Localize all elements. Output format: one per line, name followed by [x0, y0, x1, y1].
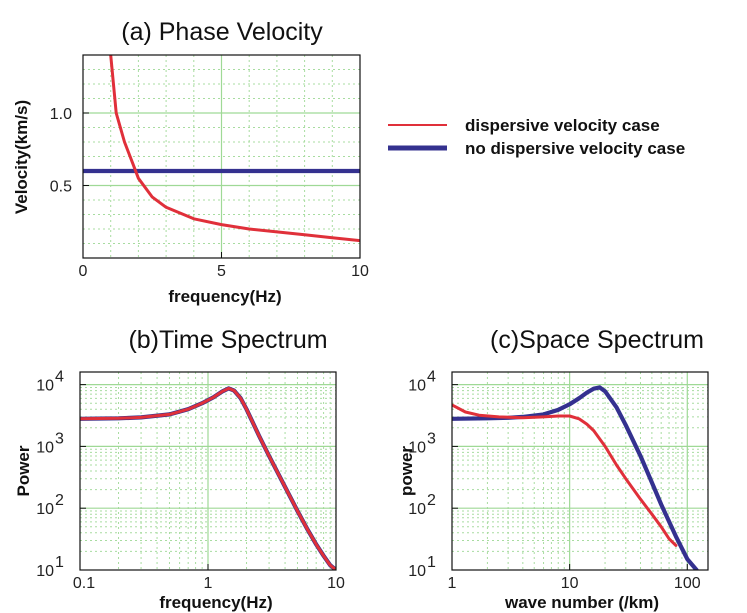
x-tick-label: 1	[204, 575, 213, 592]
y-axis-label: power	[397, 446, 416, 496]
y-tick-label-base: 10	[36, 378, 54, 395]
series-group	[452, 385, 699, 570]
series-line-dispersive	[452, 403, 678, 547]
series-line-dispersive	[80, 386, 336, 570]
y-axis-label: Velocity(km/s)	[12, 100, 31, 214]
y-tick-label-base: 10	[36, 501, 54, 518]
series-line-dispersive	[109, 55, 360, 243]
x-tick-label: 10	[351, 263, 369, 280]
series-group	[83, 55, 360, 243]
y-tick-label-base: 10	[36, 439, 54, 456]
y-tick-label-base: 10	[36, 563, 54, 580]
x-tick-label: 0	[79, 263, 88, 280]
y-tick-label-base: 10	[408, 501, 426, 518]
y-tick-label-exponent: 1	[55, 554, 64, 571]
y-tick-label-base: 10	[408, 378, 426, 395]
chart-title: (b)Time Spectrum	[128, 326, 327, 354]
series-group	[80, 386, 336, 570]
x-tick-label: 10	[561, 575, 579, 592]
x-tick-label: 0.1	[73, 575, 95, 592]
y-tick-label-exponent: 1	[427, 554, 436, 571]
y-tick-label-exponent: 2	[427, 492, 436, 509]
legend-label: dispersive velocity case	[465, 116, 660, 135]
legend-label: no dispersive velocity case	[465, 139, 685, 158]
x-axis-label: frequency(Hz)	[159, 593, 272, 612]
y-tick-label-base: 10	[408, 563, 426, 580]
plot-frame	[451, 371, 709, 571]
y-tick-label-exponent: 2	[55, 492, 64, 509]
y-tick-label-base: 10	[408, 439, 426, 456]
chart-title: (a) Phase Velocity	[121, 18, 323, 46]
y-tick-label-exponent: 4	[55, 369, 64, 386]
chart-title: (c)Space Spectrum	[490, 326, 704, 354]
y-tick-label: 0.5	[50, 179, 72, 196]
x-axis-label: frequency(Hz)	[168, 287, 281, 306]
y-axis-label: Power	[14, 445, 33, 496]
x-tick-label: 1	[448, 575, 457, 592]
legend: dispersive velocity case no dispersive ve…	[388, 116, 685, 158]
y-tick-label-exponent: 3	[55, 430, 64, 447]
y-tick-label-exponent: 3	[427, 430, 436, 447]
chart-panel-a: 0 5 10 0.5 1.0 (a) Phase Velocity frequency(Hz…	[12, 18, 369, 306]
y-tick-label: 1.0	[50, 106, 72, 123]
x-tick-label: 10	[327, 575, 345, 592]
x-axis-label: wave number (/km)	[504, 593, 659, 612]
y-tick-label-exponent: 4	[427, 369, 436, 386]
x-tick-label: 5	[217, 263, 226, 280]
x-tick-label: 100	[674, 575, 701, 592]
